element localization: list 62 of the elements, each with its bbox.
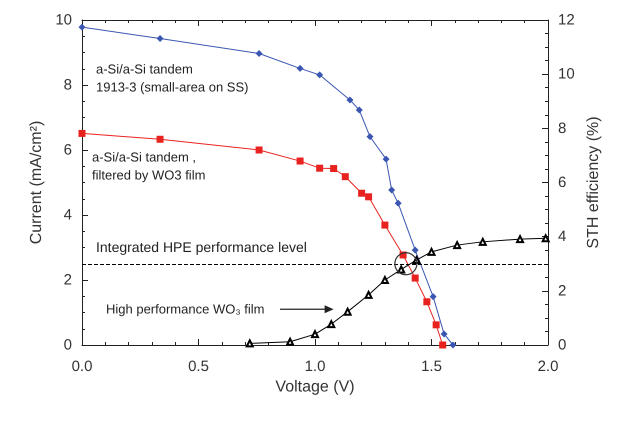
point (256, 146, 263, 154)
point (366, 133, 374, 140)
point (311, 330, 319, 338)
point (394, 200, 402, 207)
point (256, 50, 263, 57)
x-tick-label: 1.0 (304, 358, 326, 375)
y2-tick-label: 8 (558, 120, 566, 137)
y2-tick-label: 4 (558, 228, 566, 246)
x-tick-label: 0.5 (188, 358, 209, 375)
series-label: a-Si/a-Si tandem , filtered by WO3 film (92, 150, 206, 182)
x-axis-title: Voltage (V) (275, 378, 355, 396)
point (286, 338, 294, 346)
point (365, 193, 372, 200)
point (344, 308, 352, 316)
y-tick-label: 0 (64, 336, 72, 354)
y-tick-label: 10 (55, 12, 72, 28)
y2-axis-title: STH efficiency (%) (585, 116, 602, 249)
point (358, 190, 366, 197)
point (388, 186, 396, 194)
point (439, 342, 446, 348)
point (412, 246, 419, 254)
point (330, 165, 338, 172)
y-tick-label: 8 (64, 76, 72, 94)
y2-tick-label: 12 (558, 12, 575, 28)
x-tick-label: 2.0 (538, 358, 558, 375)
text: High performance WO₃ film (106, 302, 264, 316)
point (449, 342, 456, 348)
point (440, 330, 448, 338)
point (412, 274, 419, 282)
point (346, 96, 354, 104)
point (342, 173, 349, 180)
y2-tick-label: 0 (558, 336, 566, 354)
point (381, 222, 388, 229)
point (356, 106, 363, 114)
y2-tick-label: 6 (558, 174, 566, 191)
point (428, 248, 436, 256)
y-tick-label: 2 (64, 272, 72, 288)
y-tick-label: 4 (64, 206, 72, 224)
point (423, 298, 430, 306)
point (316, 71, 324, 78)
y2-tick-label: 2 (558, 282, 566, 300)
point (382, 156, 390, 163)
point (156, 136, 164, 143)
point (296, 158, 304, 165)
point (156, 35, 164, 42)
y2-tick-label: 10 (558, 66, 575, 83)
point (78, 130, 86, 137)
point (364, 290, 373, 299)
y-axis-title: Current (mA/cm²) (28, 120, 45, 244)
ref-line-label: Integrated HPE performance level (96, 238, 307, 255)
point (296, 64, 304, 72)
series-label: a-Si/a-Si tandem 1913-3 (small-area on SS) (96, 62, 248, 94)
x-tick-label: 0.0 (72, 358, 92, 375)
point (397, 265, 406, 274)
point (316, 164, 324, 172)
point (246, 339, 254, 348)
point (78, 24, 86, 31)
point (478, 238, 487, 246)
point (430, 293, 437, 300)
x-tick-label: 1.5 (421, 358, 442, 375)
y-tick-label: 6 (64, 142, 72, 158)
point (432, 321, 440, 328)
